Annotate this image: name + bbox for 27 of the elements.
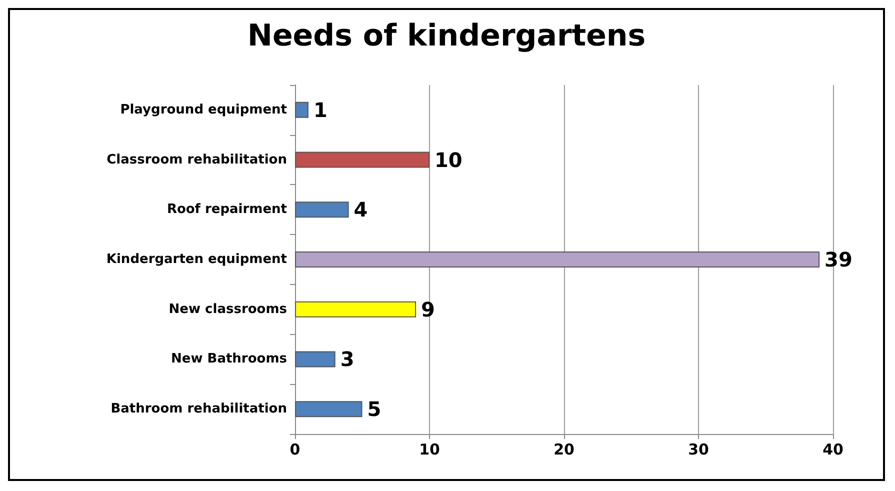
y-tick-label: New Bathrooms [171,352,288,367]
x-tick-label: 20 [554,440,574,458]
y-tick-label: Roof repairment [166,202,287,218]
data-label: 5 [367,397,382,422]
x-tick-label: 30 [688,440,709,458]
bar [295,152,430,168]
bar [295,301,416,318]
x-tick-label: 0 [290,440,300,458]
data-label: 1 [313,98,328,122]
data-label: 4 [354,198,368,222]
chart-title: Needs of kindergartens [247,18,646,54]
y-tick-label: New classrooms [168,302,288,317]
data-label: 9 [421,297,435,322]
y-tick-label: Classroom rehabilitation [106,152,287,168]
x-tick-label: 40 [822,440,844,458]
x-tick-label: 10 [419,440,440,458]
y-tick-label: Kindergarten equipment [106,252,287,267]
bar [295,401,362,418]
bar [295,102,308,118]
data-label: 10 [434,148,462,172]
bar [295,202,349,218]
bar [295,252,820,268]
bar [295,351,336,368]
data-label: 39 [824,248,852,272]
y-tick-label: Bathroom rehabilitation [110,402,287,417]
data-label: 3 [340,347,354,372]
y-tick-label: Playground equipment [120,102,287,118]
